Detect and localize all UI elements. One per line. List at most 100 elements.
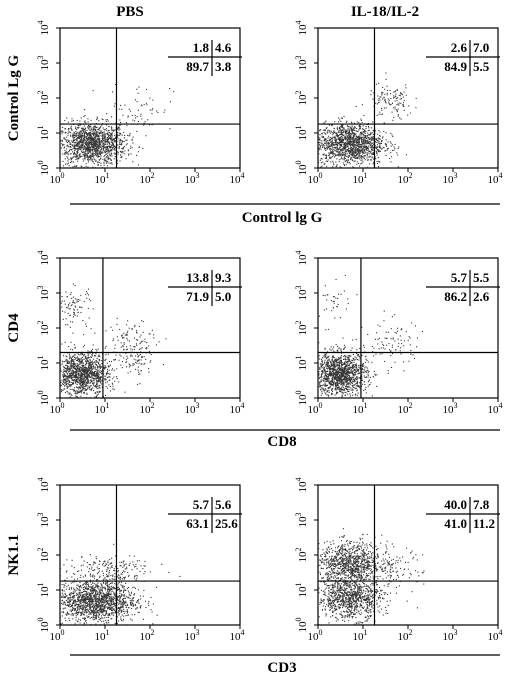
- data-point: [325, 365, 327, 367]
- data-point: [81, 138, 83, 140]
- data-point: [338, 138, 340, 140]
- data-point: [93, 127, 95, 129]
- data-point: [371, 139, 373, 141]
- data-point: [345, 138, 347, 140]
- data-point: [90, 119, 92, 121]
- data-point: [349, 137, 351, 139]
- data-point: [90, 156, 92, 158]
- data-point: [98, 129, 100, 131]
- data-point: [85, 357, 87, 359]
- data-point: [95, 360, 97, 362]
- data-point: [362, 156, 364, 158]
- data-point: [48, 143, 49, 144]
- data-point: [173, 91, 175, 93]
- data-point: [88, 366, 90, 368]
- data-point: [62, 374, 64, 376]
- data-point: [314, 121, 315, 122]
- data-point: [105, 149, 107, 151]
- data-point: [97, 376, 99, 378]
- data-point: [82, 143, 84, 145]
- data-point: [372, 146, 374, 148]
- data-point: [391, 144, 393, 146]
- data-point: [121, 367, 123, 369]
- data-point: [332, 147, 334, 149]
- data-point: [86, 361, 88, 363]
- data-point: [359, 144, 361, 146]
- data-point: [99, 153, 101, 155]
- data-point: [83, 125, 85, 127]
- data-point: [93, 358, 95, 360]
- data-point: [80, 375, 82, 377]
- data-point: [87, 370, 89, 372]
- data-point: [335, 147, 337, 149]
- data-point: [119, 128, 121, 130]
- data-point: [108, 138, 110, 140]
- data-point: [90, 137, 92, 139]
- data-point: [369, 146, 371, 148]
- data-point: [336, 144, 338, 146]
- data-point: [73, 150, 75, 152]
- data-point: [112, 143, 114, 145]
- data-point: [86, 140, 88, 142]
- data-point: [68, 139, 70, 141]
- data-point: [72, 300, 74, 302]
- data-point: [346, 365, 348, 367]
- data-point: [78, 379, 80, 381]
- data-point: [131, 114, 133, 116]
- data-point: [339, 172, 340, 173]
- data-point: [95, 129, 97, 131]
- data-point: [70, 162, 72, 164]
- data-point: [365, 141, 367, 143]
- data-point: [356, 365, 358, 367]
- data-point: [377, 151, 379, 153]
- data-point: [339, 360, 341, 362]
- data-point: [68, 173, 69, 174]
- data-point: [108, 135, 110, 137]
- data-point: [64, 375, 66, 377]
- data-point: [346, 144, 348, 146]
- data-point: [324, 139, 326, 141]
- data-point: [60, 364, 62, 366]
- data-point: [336, 371, 338, 373]
- data-point: [68, 358, 70, 360]
- data-point: [125, 366, 127, 368]
- data-point: [352, 159, 354, 161]
- data-point: [97, 380, 99, 382]
- data-point: [71, 360, 73, 362]
- data-point: [386, 149, 388, 151]
- data-point: [58, 354, 59, 355]
- data-point: [104, 151, 106, 153]
- data-point: [368, 127, 370, 129]
- data-point: [378, 130, 380, 132]
- data-point: [76, 373, 78, 375]
- data-point: [94, 125, 96, 127]
- data-point: [67, 157, 69, 159]
- data-point: [148, 124, 150, 126]
- data-point: [127, 134, 129, 136]
- data-point: [136, 330, 138, 332]
- data-point: [96, 133, 98, 135]
- data-point: [77, 367, 79, 369]
- y-tick-label: 100: [36, 391, 51, 406]
- data-point: [83, 383, 85, 385]
- data-point: [89, 152, 91, 154]
- data-point: [84, 389, 86, 391]
- data-point: [63, 373, 65, 375]
- data-point: [371, 132, 373, 134]
- data-point: [365, 358, 367, 360]
- data-point: [130, 170, 131, 171]
- data-point: [73, 371, 75, 373]
- data-point: [76, 144, 78, 146]
- data-point: [85, 294, 87, 296]
- data-point: [84, 385, 86, 387]
- data-point: [320, 158, 322, 160]
- data-point: [86, 292, 88, 294]
- data-point: [353, 145, 355, 147]
- data-point: [355, 135, 357, 137]
- data-point: [342, 142, 344, 144]
- data-point: [121, 141, 123, 143]
- data-point: [80, 359, 82, 361]
- data-point: [73, 137, 75, 139]
- data-point: [51, 402, 52, 403]
- data-point: [66, 359, 68, 361]
